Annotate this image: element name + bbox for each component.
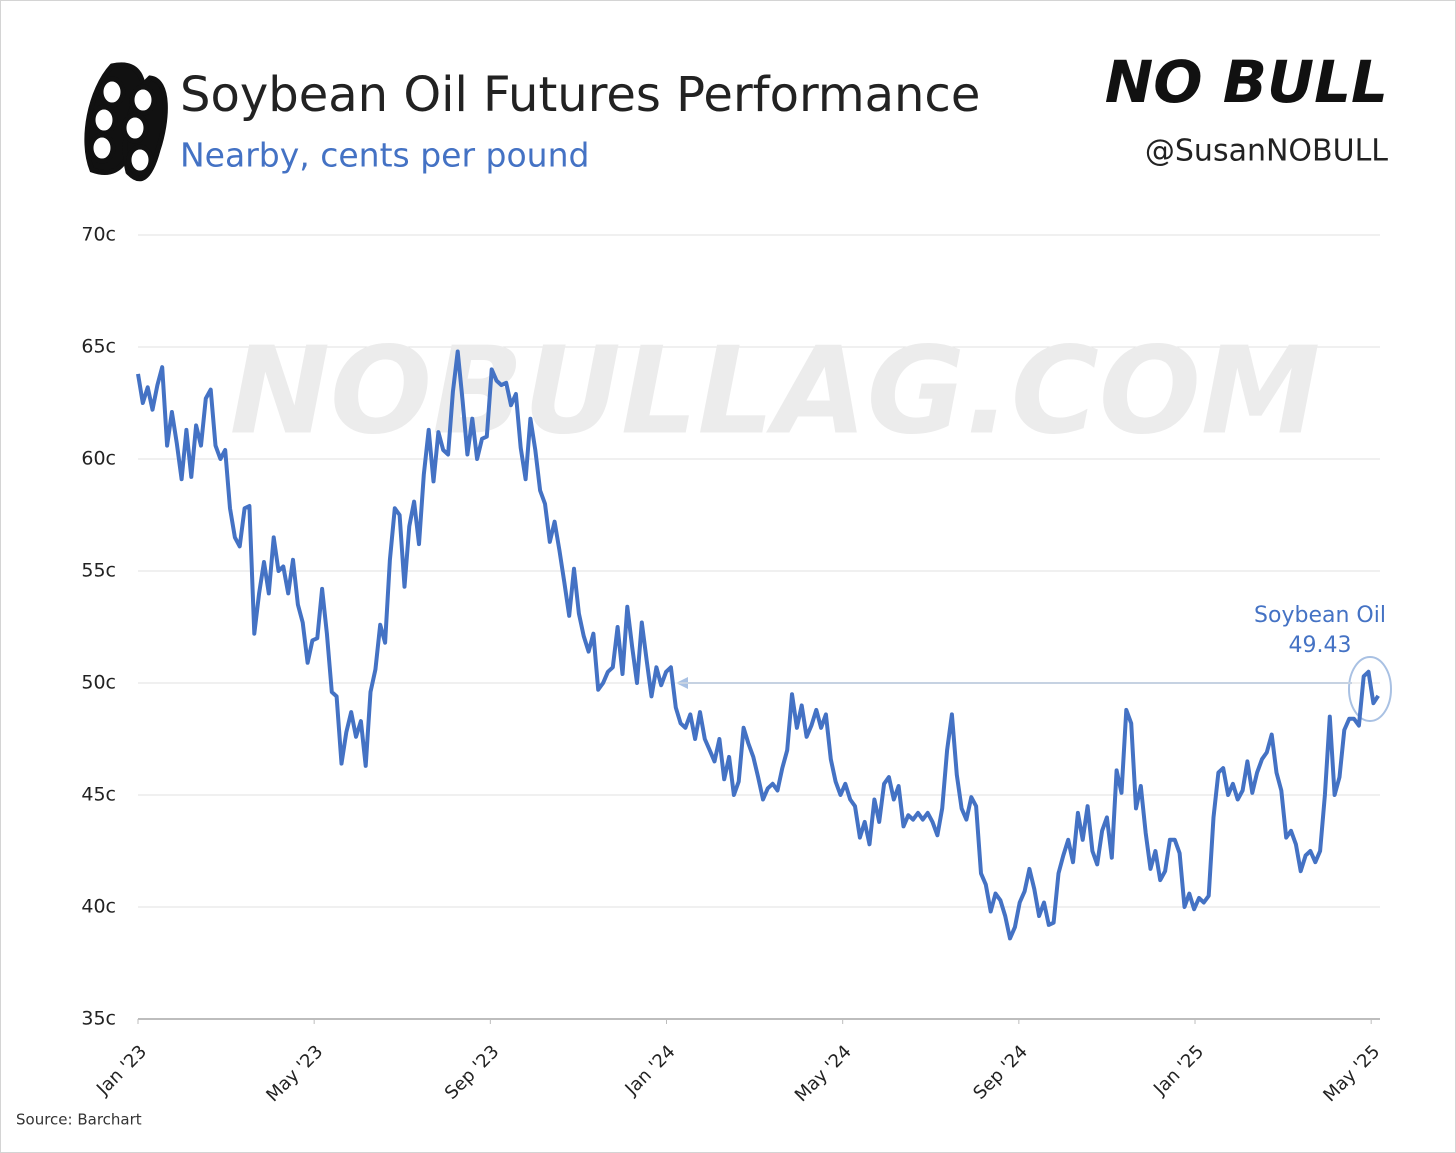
y-tick-label: 50c	[81, 672, 116, 694]
series-line	[136, 349, 1380, 941]
chart-title: Soybean Oil Futures Performance	[180, 67, 980, 123]
y-tick-label: 55c	[81, 560, 116, 582]
seed-icon	[84, 62, 168, 182]
end-value-label: 49.43	[1289, 633, 1352, 658]
y-tick-label: 70c	[81, 224, 116, 246]
watermark: NOBULLAG.COM	[230, 323, 1321, 462]
y-tick-label: 35c	[81, 1008, 116, 1030]
y-tick-label: 40c	[81, 896, 116, 918]
chart-subtitle: Nearby, cents per pound	[180, 136, 589, 175]
source: Source: Barchart	[16, 1111, 142, 1129]
y-tick-label: 60c	[81, 448, 116, 470]
series-label: Soybean Oil	[1254, 603, 1386, 628]
y-tick-label: 45c	[81, 784, 116, 806]
logo: NO BULL	[1105, 48, 1388, 116]
y-tick-label: 65c	[81, 336, 116, 358]
handle: @SusanNOBULL	[1145, 134, 1388, 169]
